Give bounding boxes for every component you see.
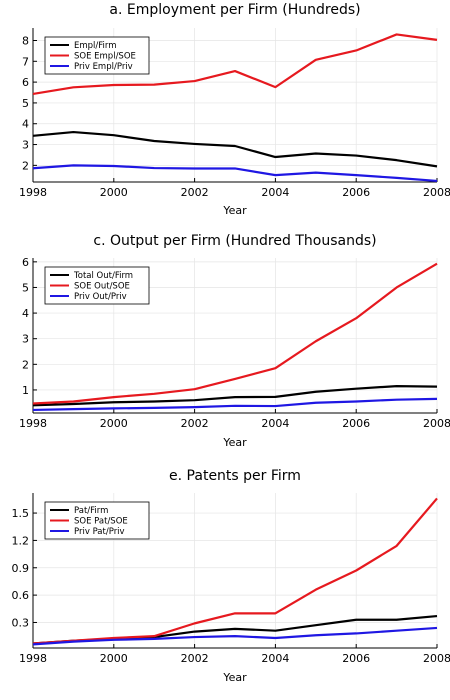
x-axis-label: Year: [222, 671, 247, 684]
y-tick-label: 3: [22, 139, 29, 152]
y-tick-label: 1.5: [12, 507, 30, 520]
y-tick-label: 6: [22, 256, 29, 269]
legend-entry: Priv Empl/Priv: [74, 62, 133, 72]
x-tick-label: 1998: [19, 186, 47, 199]
y-tick-label: 4: [22, 118, 29, 131]
chart-panel-1: a. Employment per Firm (Hundreds) 1998 200…: [19, 2, 450, 217]
series-line-3: [32, 397, 438, 412]
y-tick-label: 0.9: [12, 562, 30, 575]
chart-title: a. Employment per Firm (Hundreds): [109, 2, 360, 18]
x-tick-label: 2000: [100, 186, 128, 199]
y-tick-label: 2: [22, 159, 29, 172]
x-tick-label: 2004: [261, 417, 289, 430]
legend-entry: Priv Pat/Priv: [74, 527, 125, 537]
y-tick-label: 1.2: [12, 534, 30, 547]
legend-entry: Pat/Firm: [74, 506, 108, 516]
legend-entry: Priv Out/Priv: [74, 292, 127, 302]
x-axis-label: Year: [222, 204, 247, 217]
series-line-2: [32, 497, 438, 645]
y-tick-label: 4: [22, 307, 29, 320]
series-line-1: [32, 130, 438, 168]
chart-title: e. Patents per Firm: [169, 468, 301, 484]
y-tick-label: 5: [22, 97, 29, 110]
x-tick-label: 2008: [423, 417, 450, 430]
y-tick-label: 7: [22, 55, 29, 68]
x-tick-label: 1998: [19, 652, 47, 665]
series-line-2: [32, 33, 438, 96]
x-tick-label: 2004: [261, 652, 289, 665]
x-tick-label: 2008: [423, 652, 450, 665]
x-tick-label: 2000: [100, 417, 128, 430]
y-tick-label: 5: [22, 281, 29, 294]
x-tick-label: 2008: [423, 186, 450, 199]
y-tick-label: 1: [22, 384, 29, 397]
chart-panel-3: e. Patents per Firm 1998 2000 2002 2004 2006 2…: [12, 468, 450, 684]
x-tick-label: 2004: [261, 186, 289, 199]
legend-entry: Empl/Firm: [74, 41, 117, 51]
y-tick-label: 8: [22, 34, 29, 47]
legend-entry: Total Out/Firm: [73, 271, 133, 281]
x-tick-label: 2002: [181, 652, 209, 665]
x-tick-label: 2006: [342, 652, 370, 665]
y-tick-label: 0.6: [12, 589, 30, 602]
x-tick-label: 2000: [100, 652, 128, 665]
x-tick-label: 2002: [181, 417, 209, 430]
series-line-2: [32, 262, 438, 405]
legend-entry: SOE Out/SOE: [74, 282, 130, 292]
chart-panel-2: c. Output per Firm (Hundred Thousands) 19…: [19, 233, 450, 449]
y-tick-label: 6: [22, 76, 29, 89]
x-tick-label: 2006: [342, 417, 370, 430]
y-tick-label: 0.3: [12, 616, 30, 629]
y-tick-label: 3: [22, 333, 29, 346]
legend-entry: SOE Pat/SOE: [74, 517, 128, 527]
series-line-3: [32, 626, 438, 646]
legend-entry: SOE Empl/SOE: [74, 52, 136, 62]
y-tick-label: 2: [22, 358, 29, 371]
chart-title: c. Output per Firm (Hundred Thousands): [93, 233, 376, 249]
x-tick-label: 1998: [19, 417, 47, 430]
x-axis-label: Year: [222, 436, 247, 449]
x-tick-label: 2002: [181, 186, 209, 199]
series-line-3: [32, 164, 438, 183]
x-tick-label: 2006: [342, 186, 370, 199]
series-line-1: [32, 385, 438, 407]
